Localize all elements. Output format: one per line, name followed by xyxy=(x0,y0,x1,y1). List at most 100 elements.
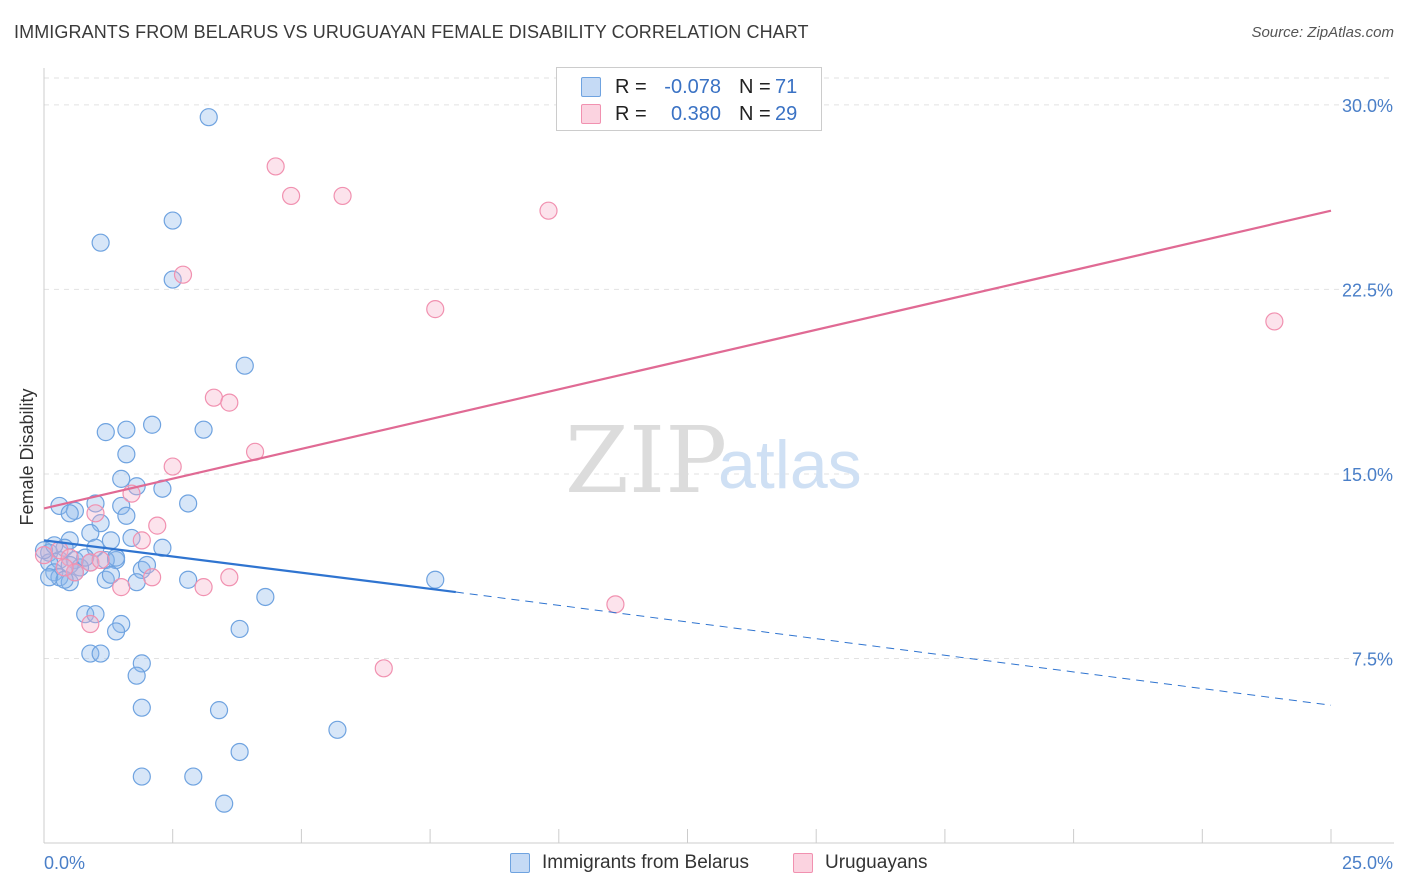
y-tick-label: 22.5% xyxy=(1342,280,1393,300)
legend-item-belarus[interactable]: Immigrants from Belarus xyxy=(510,852,749,874)
belarus-point xyxy=(199,108,218,127)
uruguayan-point xyxy=(374,659,393,678)
axes xyxy=(43,68,1394,844)
uruguayan-point xyxy=(220,568,239,587)
n-label: N = xyxy=(739,102,771,125)
belarus-point xyxy=(112,496,131,516)
belarus-point xyxy=(96,423,115,442)
belarus-point xyxy=(40,568,59,587)
belarus-point xyxy=(106,548,126,567)
n-label: N = xyxy=(739,75,771,98)
uruguayan-point xyxy=(426,300,445,319)
belarus-point xyxy=(143,415,162,434)
legend-label-belarus: Immigrants from Belarus xyxy=(542,852,749,873)
y-axis-label: Female Disability xyxy=(17,388,37,525)
x-tick-label: 0.0% xyxy=(44,853,85,873)
belarus-point xyxy=(34,541,54,560)
belarus-trend-line xyxy=(43,539,456,594)
legend-swatch-belarus xyxy=(581,77,601,97)
belarus-point xyxy=(163,270,182,289)
y-tick-label: 15.0% xyxy=(1342,465,1393,485)
y-tick-label: 7.5% xyxy=(1352,649,1393,669)
n-value: 71 xyxy=(775,75,798,98)
belarus-point xyxy=(256,587,275,607)
belarus-point xyxy=(45,563,64,582)
belarus-point xyxy=(209,701,229,720)
uruguayan-point xyxy=(173,265,193,284)
uruguayan-point xyxy=(282,186,301,206)
belarus-point xyxy=(96,570,115,589)
legend-swatch-belarus xyxy=(510,853,530,873)
uruguayan-point xyxy=(220,393,239,412)
legend-row-belarus: R = -0.078 N = 71 xyxy=(581,74,797,100)
belarus-point xyxy=(117,445,136,464)
uruguayan-point xyxy=(81,614,100,634)
chart-title: IMMIGRANTS FROM BELARUS VS URUGUAYAN FEM… xyxy=(14,22,809,42)
belarus-point xyxy=(86,494,105,513)
belarus-point xyxy=(127,573,146,592)
belarus-point xyxy=(163,211,182,230)
r-label: R = xyxy=(615,75,647,98)
uruguayan-point xyxy=(333,186,352,206)
belarus-point xyxy=(76,605,95,624)
uruguayan-point xyxy=(132,531,151,550)
legend-item-uruguayans[interactable]: Uruguayans xyxy=(793,852,927,874)
belarus-point xyxy=(230,619,249,639)
belarus-point xyxy=(81,644,100,663)
legend-label-uruguayans: Uruguayans xyxy=(825,852,928,873)
trend-lines xyxy=(43,209,1332,706)
watermark-zip: ZIP xyxy=(565,407,727,514)
belarus-point xyxy=(235,356,254,375)
belarus-point xyxy=(91,233,110,252)
r-value: 0.380 xyxy=(670,102,721,125)
uruguayan-point xyxy=(86,504,105,523)
belarus-point xyxy=(194,420,213,439)
belarus-point xyxy=(55,570,74,589)
belarus-point xyxy=(184,767,203,786)
uruguayan-point xyxy=(65,563,84,582)
data-points xyxy=(34,108,1284,813)
belarus-point xyxy=(76,548,95,567)
belarus-point xyxy=(60,504,79,523)
uruguayan-point xyxy=(34,546,54,565)
legend-row-uruguayans: R = 0.380 N = 29 xyxy=(581,101,797,127)
uruguayan-point xyxy=(194,578,213,597)
belarus-point xyxy=(230,742,249,762)
belarus-point xyxy=(328,720,347,739)
n-value: 29 xyxy=(775,102,798,125)
uruguayan-trend-line xyxy=(43,209,1332,510)
belarus-point xyxy=(101,531,121,550)
uruguayan-point xyxy=(163,457,182,476)
uruguayan-point xyxy=(55,558,74,577)
x-tick-label: 25.0% xyxy=(1342,853,1393,873)
belarus-trend-extension xyxy=(455,591,1332,706)
belarus-point xyxy=(179,570,198,589)
belarus-point xyxy=(91,644,110,663)
belarus-point xyxy=(117,420,136,439)
y-tick-label: 30.0% xyxy=(1342,96,1393,116)
correlation-legend: R = -0.078 N = 71 R = 0.380 N = 29 xyxy=(556,67,822,131)
uruguayan-point xyxy=(91,550,110,570)
uruguayan-point xyxy=(266,157,285,176)
uruguayan-point xyxy=(112,578,131,597)
belarus-point xyxy=(426,570,445,589)
belarus-point xyxy=(215,794,234,813)
source-label: Source: ZipAtlas.com xyxy=(1251,24,1394,41)
uruguayan-point xyxy=(606,595,625,614)
belarus-point xyxy=(101,565,121,584)
belarus-point xyxy=(127,666,146,685)
legend-swatch-uruguayans xyxy=(793,853,813,873)
uruguayan-point xyxy=(1265,312,1284,331)
belarus-point xyxy=(106,622,126,641)
uruguayan-point xyxy=(539,201,558,220)
uruguayan-point xyxy=(148,516,167,535)
legend-swatch-uruguayans xyxy=(581,104,601,124)
belarus-point xyxy=(179,494,198,513)
r-value: -0.078 xyxy=(664,75,721,98)
belarus-point xyxy=(132,698,151,717)
belarus-point xyxy=(132,767,151,786)
belarus-point xyxy=(86,605,105,624)
belarus-point xyxy=(117,506,136,525)
tick-labels: 7.5% 15.0% 22.5% 30.0% 0.0% 25.0% xyxy=(44,96,1393,873)
